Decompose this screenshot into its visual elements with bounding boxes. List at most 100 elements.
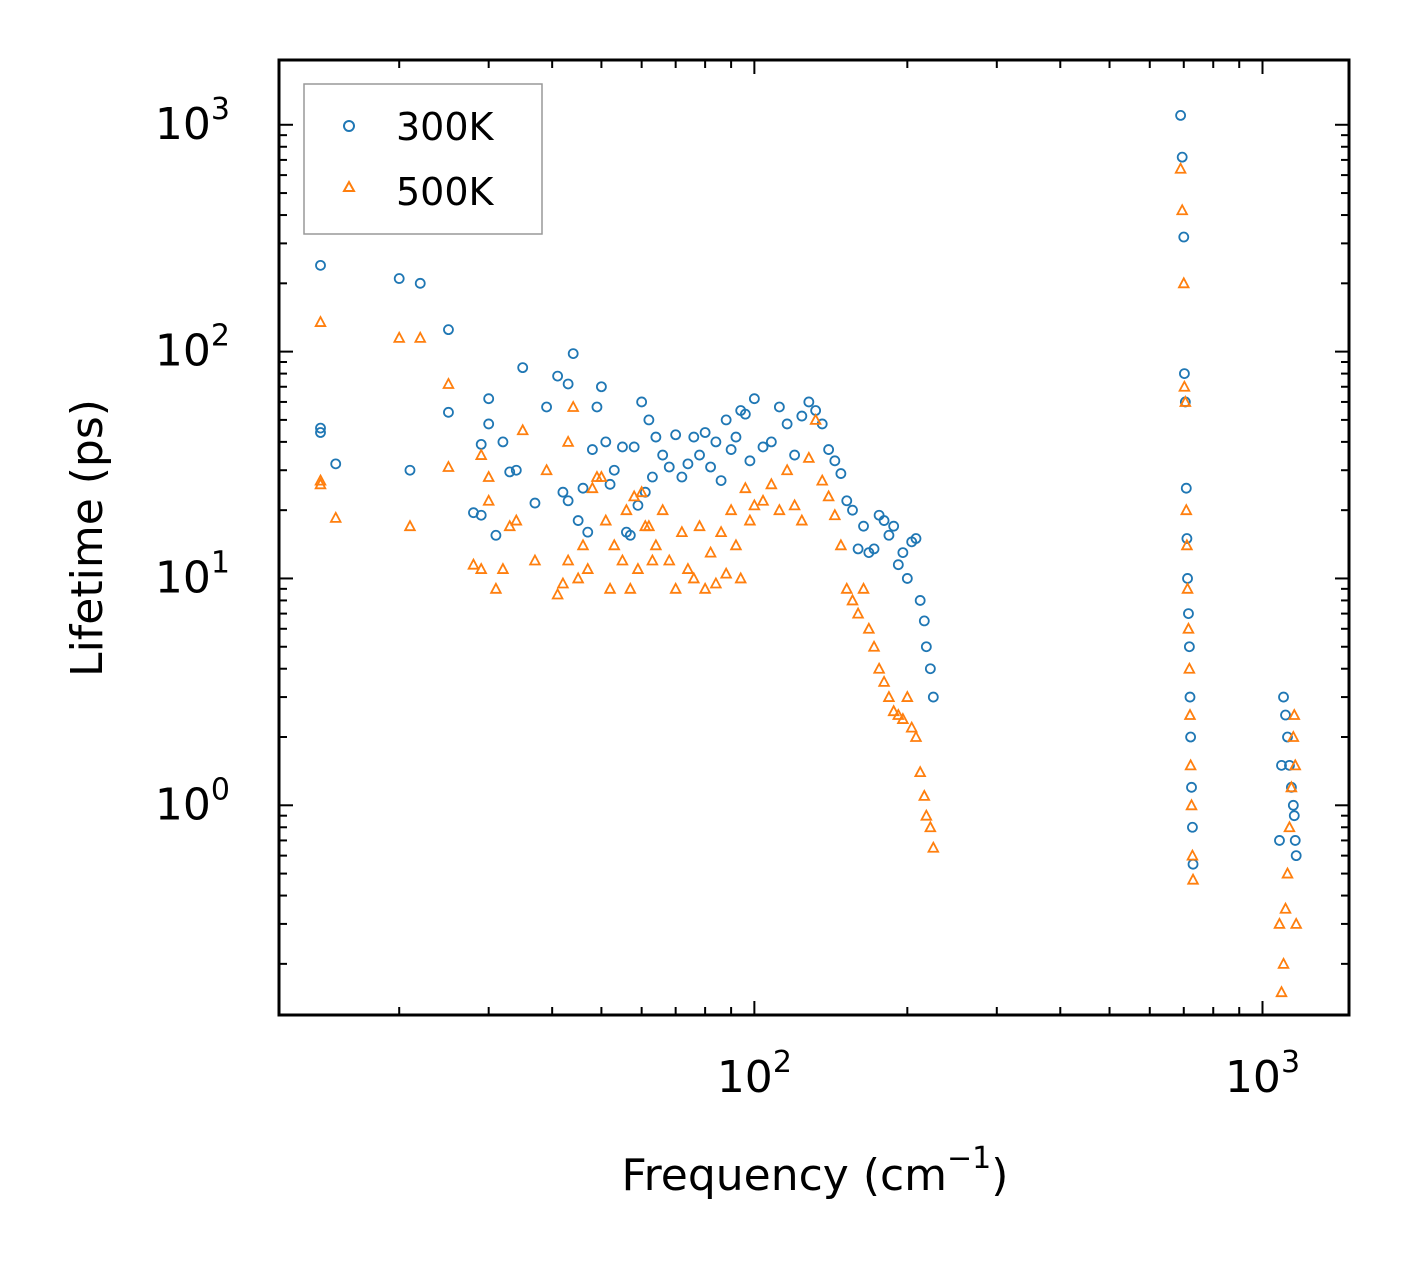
data-point-300K [725,444,737,455]
data-point-300K [1287,799,1299,811]
y-tick-label: 102 [155,319,230,377]
data-point-300K [676,471,688,483]
data-point-300K [803,396,815,408]
data-point-500K [862,621,876,634]
data-point-500K [704,545,717,558]
series-300K-points [315,109,1302,870]
data-point-300K [650,431,662,443]
data-point-500K [1185,798,1198,811]
data-point-300K [315,427,326,438]
data-point-500K [773,503,786,516]
data-point-500K [1281,866,1294,879]
data-point-300K [789,449,801,461]
data-point-300K [567,348,579,360]
data-point-500K [576,538,590,551]
data-point-500K [729,538,743,551]
data-point-300K [920,641,932,653]
data-point-500K [540,463,553,476]
data-point-300K [829,455,841,467]
data-point-500K [662,553,676,566]
data-point-300K [517,362,529,374]
data-point-300K [541,401,552,413]
data-point-500K [646,553,659,566]
data-point-500K [756,493,770,506]
data-point-500K [1279,901,1292,914]
data-point-300K [847,504,858,516]
data-point-300K [443,406,454,418]
data-point-300K [657,449,669,461]
data-point-500K [392,330,406,343]
legend-frame [303,83,543,235]
data-point-500K [1179,503,1193,516]
data-point-500K [503,519,517,532]
data-point-500K [1283,820,1296,833]
data-point-300K [796,410,808,422]
data-point-300K [393,273,405,284]
data-point-500K [846,593,859,606]
data-point-300K [529,497,541,509]
data-point-300K [647,471,658,483]
data-point-500K [1183,708,1197,720]
data-point-500K [599,513,613,526]
data-point-300K [1178,231,1190,243]
data-point-500K [616,553,629,566]
data-point-500K [586,481,599,494]
data-point-300K [562,495,574,507]
data-point-500K [920,808,933,821]
data-point-500K [474,562,488,574]
y-tick-labels: 100 101 102 103 [155,92,230,831]
data-point-500K [709,576,723,589]
data-point-300K [475,509,487,521]
data-point-300K [315,422,326,434]
data-point-500K [918,788,931,801]
data-point-300K [1185,731,1197,743]
data-point-500K [675,525,689,538]
data-point-300K [705,461,716,473]
data-point-500K [571,571,585,584]
data-point-300K [914,595,926,606]
data-point-500K [739,481,752,494]
data-point-500K [1183,661,1196,674]
data-point-300K [1187,821,1198,833]
data-point-300K [557,486,569,498]
data-point-500K [556,576,570,589]
data-point-500K [724,503,738,516]
x-axis-label: Frequency (cm−1) [622,1141,1009,1201]
data-point-300K [663,461,675,473]
data-point-300K [748,393,760,405]
data-point-500K [681,562,695,574]
data-point-300K [315,259,326,271]
data-point-500K [581,562,595,574]
data-point-500K [802,450,816,463]
data-point-300K [591,401,603,413]
data-point-300K [1186,781,1197,793]
data-point-300K [710,436,722,448]
data-point-300K [757,441,769,453]
data-point-300K [823,444,835,455]
data-point-300K [910,533,922,544]
data-point-300K [414,277,426,289]
data-point-500K [642,519,656,532]
data-point-300K [835,468,847,479]
data-point-300K [1181,533,1193,544]
data-point-500K [877,674,891,687]
data-point-500K [1175,203,1189,216]
data-point-300K [739,408,751,420]
data-point-500K [669,581,682,594]
x-tick-label: 103 [1225,1045,1300,1103]
data-point-500K [595,470,608,482]
data-point-300K [1278,691,1289,703]
data-point-300K [1175,109,1187,121]
data-point-300K [699,427,711,438]
data-point-300K [744,455,756,467]
data-point-300K [643,414,655,426]
data-point-300K [562,378,574,390]
data-point-300K [475,438,487,450]
data-point-500K [719,566,733,579]
data-point-300K [878,515,890,526]
data-point-300K [624,529,636,541]
series-500K-points [314,161,1303,998]
data-point-300K [504,466,516,478]
data-point-500K [496,562,510,574]
